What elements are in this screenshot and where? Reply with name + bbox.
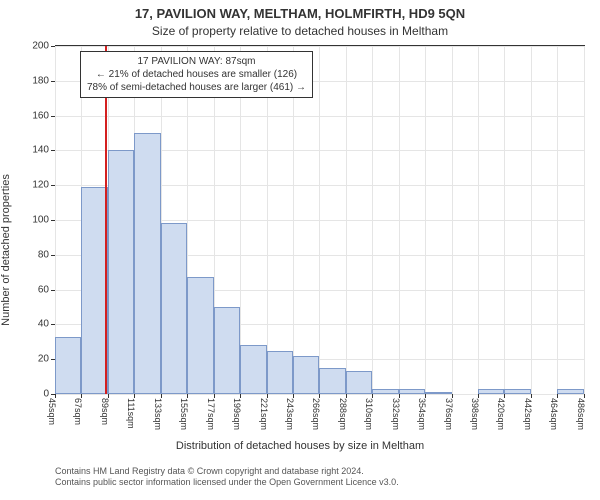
histogram-bar	[134, 133, 160, 394]
xtick-label: 89sqm	[100, 398, 110, 425]
plot-area: 02040608010012014016018020045sqm67sqm89s…	[55, 45, 585, 395]
grid-v	[293, 46, 294, 394]
histogram-bar	[399, 389, 425, 394]
grid-v	[531, 46, 532, 394]
xtick-label: 155sqm	[179, 398, 189, 430]
grid-v	[240, 46, 241, 394]
xtick-label: 111sqm	[126, 398, 136, 429]
xtick-label: 45sqm	[47, 398, 57, 425]
grid-v	[425, 46, 426, 394]
xtick-label: 177sqm	[206, 398, 216, 430]
xtick-label: 67sqm	[73, 398, 83, 425]
legend-line: 78% of semi-detached houses are larger (…	[87, 81, 306, 94]
y-axis-label: Number of detached properties	[0, 174, 12, 326]
chart-title: 17, PAVILION WAY, MELTHAM, HOLMFIRTH, HD…	[0, 6, 600, 21]
histogram-bar	[557, 389, 583, 394]
xtick-label: 486sqm	[576, 398, 586, 430]
histogram-bar	[214, 307, 240, 394]
xtick-label: 442sqm	[523, 398, 533, 430]
grid-v	[399, 46, 400, 394]
legend-line: 17 PAVILION WAY: 87sqm	[87, 55, 306, 68]
license-text: Contains HM Land Registry data © Crown c…	[55, 466, 590, 489]
grid-v	[319, 46, 320, 394]
xtick-label: 133sqm	[153, 398, 163, 430]
xtick-label: 332sqm	[391, 398, 401, 430]
histogram-bar	[55, 337, 81, 394]
grid-v	[584, 46, 585, 394]
histogram-bar	[108, 150, 134, 394]
histogram-bar	[504, 389, 530, 394]
histogram-bar	[267, 351, 293, 395]
ytick-label: 120	[32, 180, 55, 191]
ytick-label: 100	[32, 215, 55, 226]
xtick-label: 420sqm	[496, 398, 506, 430]
xtick-label: 354sqm	[417, 398, 427, 430]
histogram-bar	[478, 389, 504, 394]
histogram-bar	[425, 392, 451, 394]
grid-v	[557, 46, 558, 394]
ytick-label: 140	[32, 145, 55, 156]
grid-v	[346, 46, 347, 394]
grid-v	[504, 46, 505, 394]
legend-box: 17 PAVILION WAY: 87sqm← 21% of detached …	[80, 51, 313, 98]
ytick-label: 40	[38, 319, 55, 330]
ytick-label: 160	[32, 110, 55, 121]
xtick-label: 288sqm	[338, 398, 348, 430]
license-line-2: Contains public sector information licen…	[55, 477, 399, 487]
histogram-bar	[81, 187, 107, 394]
histogram-bar	[161, 223, 187, 394]
grid-v	[267, 46, 268, 394]
xtick-label: 243sqm	[285, 398, 295, 430]
ytick-label: 60	[38, 284, 55, 295]
ytick-label: 200	[32, 41, 55, 52]
xtick-label: 266sqm	[311, 398, 321, 430]
xtick-label: 376sqm	[444, 398, 454, 430]
xtick-label: 199sqm	[232, 398, 242, 430]
xtick-label: 221sqm	[259, 398, 269, 430]
ytick-label: 80	[38, 249, 55, 260]
xtick-label: 464sqm	[549, 398, 559, 430]
license-line-1: Contains HM Land Registry data © Crown c…	[55, 466, 364, 476]
x-axis-label: Distribution of detached houses by size …	[0, 440, 600, 452]
grid-v	[372, 46, 373, 394]
histogram-bar	[240, 345, 266, 394]
histogram-bar	[187, 277, 213, 394]
ytick-label: 180	[32, 75, 55, 86]
grid-v	[452, 46, 453, 394]
histogram-bar	[293, 356, 319, 394]
grid-v	[478, 46, 479, 394]
xtick-label: 310sqm	[364, 398, 374, 430]
histogram-bar	[319, 368, 345, 394]
histogram-bar	[346, 371, 372, 394]
histogram-bar	[372, 389, 398, 394]
marker-line	[105, 46, 107, 394]
xtick-label: 398sqm	[470, 398, 480, 430]
ytick-label: 20	[38, 354, 55, 365]
chart-subtitle: Size of property relative to detached ho…	[0, 24, 600, 38]
legend-line: ← 21% of detached houses are smaller (12…	[87, 68, 306, 81]
